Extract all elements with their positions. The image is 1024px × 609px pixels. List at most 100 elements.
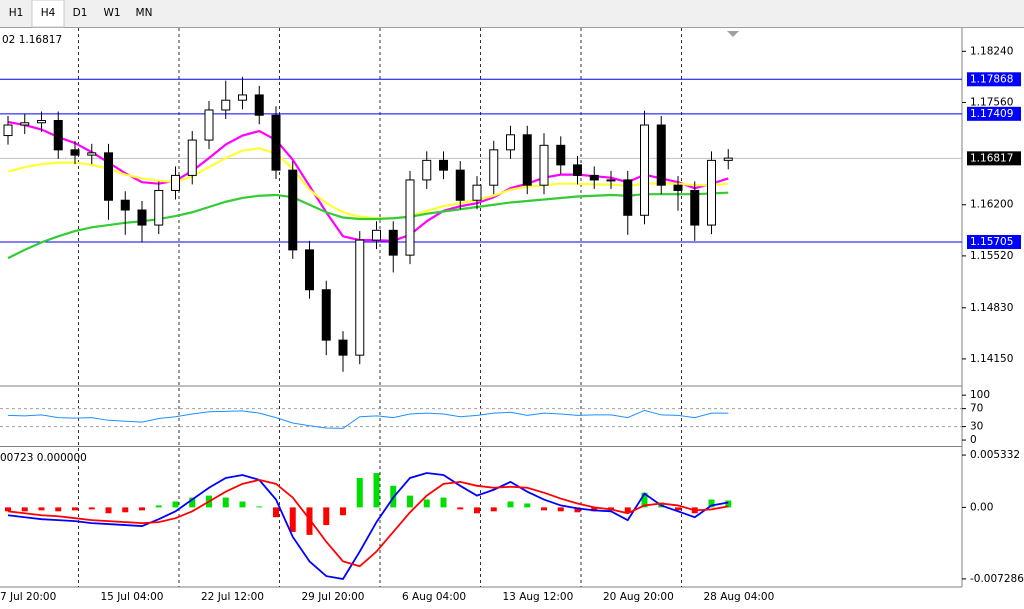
candle-body <box>187 139 197 176</box>
histogram-bar <box>407 495 413 508</box>
candle-body <box>489 149 499 186</box>
histogram-bar <box>490 507 497 512</box>
candle-body <box>673 184 683 191</box>
macd-line <box>7 478 729 568</box>
candle-body <box>221 99 231 111</box>
y-tick-label: 0.005332 <box>970 449 1020 461</box>
histogram-bar <box>273 507 279 518</box>
indicator-title: 00723 0.000000 <box>0 452 87 464</box>
x-tick-label: 20 Aug 20:00 <box>603 591 674 603</box>
x-tick-label: 7 Jul 20:00 <box>0 591 56 603</box>
level-label-bg <box>967 106 1021 121</box>
y-tick-label: 1.14150 <box>970 353 1013 365</box>
x-tick-label: 28 Aug 04:00 <box>704 591 775 603</box>
y-tick-label: 0 <box>970 434 977 446</box>
candle-body <box>3 124 13 137</box>
y-tick-label: 70 <box>970 403 983 415</box>
candle-body <box>87 152 97 156</box>
candle-body <box>137 209 147 226</box>
histogram-bar <box>624 507 631 513</box>
candle-body <box>53 120 63 151</box>
y-tick-label: 0.00 <box>970 501 993 513</box>
histogram-bar <box>5 507 11 512</box>
histogram-bar <box>172 501 179 508</box>
histogram-bar <box>524 503 531 508</box>
x-tick-label: 29 Jul 20:00 <box>302 591 365 603</box>
candle-body <box>707 159 716 226</box>
histogram-bar <box>474 507 480 514</box>
histogram-bar <box>38 507 45 511</box>
level-label-bg <box>967 234 1021 249</box>
histogram-bar <box>122 507 129 513</box>
histogram-bar <box>139 507 145 511</box>
candle-body <box>305 249 314 291</box>
y-tick-label: 1.14830 <box>970 302 1013 314</box>
candle-body <box>171 174 180 191</box>
candle-body <box>238 94 247 101</box>
candle-body <box>372 229 381 241</box>
level-label-bg <box>967 72 1021 87</box>
histogram-bar <box>306 507 313 535</box>
candle-body <box>254 94 264 116</box>
candle-body <box>623 179 633 216</box>
current-price-label: 1.16817 <box>970 152 1013 164</box>
candle-body <box>640 124 649 216</box>
candle-body <box>405 179 415 256</box>
histogram-bar <box>440 497 447 508</box>
moving-average <box>7 147 729 220</box>
histogram-bar <box>21 507 28 512</box>
timeframe-tab[interactable]: MN <box>136 7 153 19</box>
histogram-bar <box>340 507 346 516</box>
candle-body <box>522 134 532 186</box>
histogram-bar <box>423 499 430 508</box>
timeframe-tab[interactable]: D1 <box>73 7 88 19</box>
timeframe-tab[interactable]: H4 <box>41 7 56 19</box>
shift-marker <box>727 31 739 37</box>
candle-body <box>154 189 164 226</box>
histogram-bar <box>541 507 547 511</box>
x-tick-label: 15 Jul 04:00 <box>101 591 164 603</box>
candle-body <box>204 109 214 141</box>
histogram-bar <box>708 499 715 508</box>
candle-body <box>690 189 700 226</box>
candle-body <box>120 199 130 211</box>
histogram-bar <box>356 477 363 508</box>
histogram-bar <box>557 507 564 512</box>
level-label: 1.15705 <box>970 236 1013 248</box>
candle-body <box>539 144 549 186</box>
histogram-bar <box>155 505 162 508</box>
candle-body <box>271 114 281 171</box>
histogram-bar <box>72 507 78 511</box>
histogram-bar <box>457 507 464 510</box>
histogram-bar <box>189 497 196 508</box>
timeframe-tab[interactable]: W1 <box>103 7 120 19</box>
histogram-bar <box>675 507 681 511</box>
candle-body <box>472 184 482 201</box>
histogram-bar <box>591 507 598 512</box>
candle-body <box>589 174 599 181</box>
candle-body <box>20 122 30 126</box>
candle-body <box>37 120 46 124</box>
candle-body <box>656 124 666 186</box>
histogram-bar <box>725 500 732 508</box>
histogram-bar <box>323 507 330 526</box>
x-tick-label: 6 Aug 04:00 <box>402 591 466 603</box>
histogram-bar <box>289 507 296 532</box>
candle-body <box>355 239 365 356</box>
candle-body <box>321 289 331 341</box>
histogram-bar <box>105 507 112 514</box>
histogram-bar <box>55 507 62 512</box>
histogram-bar <box>222 497 229 508</box>
indicator-line <box>7 409 729 429</box>
candle-body <box>506 134 515 151</box>
y-tick-label: 1.18240 <box>970 45 1013 57</box>
histogram-bar <box>256 506 263 508</box>
candle-body <box>556 144 566 166</box>
level-label: 1.17868 <box>970 73 1013 85</box>
histogram-bar <box>88 507 95 510</box>
x-tick-label: 22 Jul 12:00 <box>201 591 264 603</box>
candle-body <box>723 157 733 161</box>
y-tick-label: 30 <box>970 421 983 433</box>
timeframe-tab[interactable]: H1 <box>9 7 24 19</box>
